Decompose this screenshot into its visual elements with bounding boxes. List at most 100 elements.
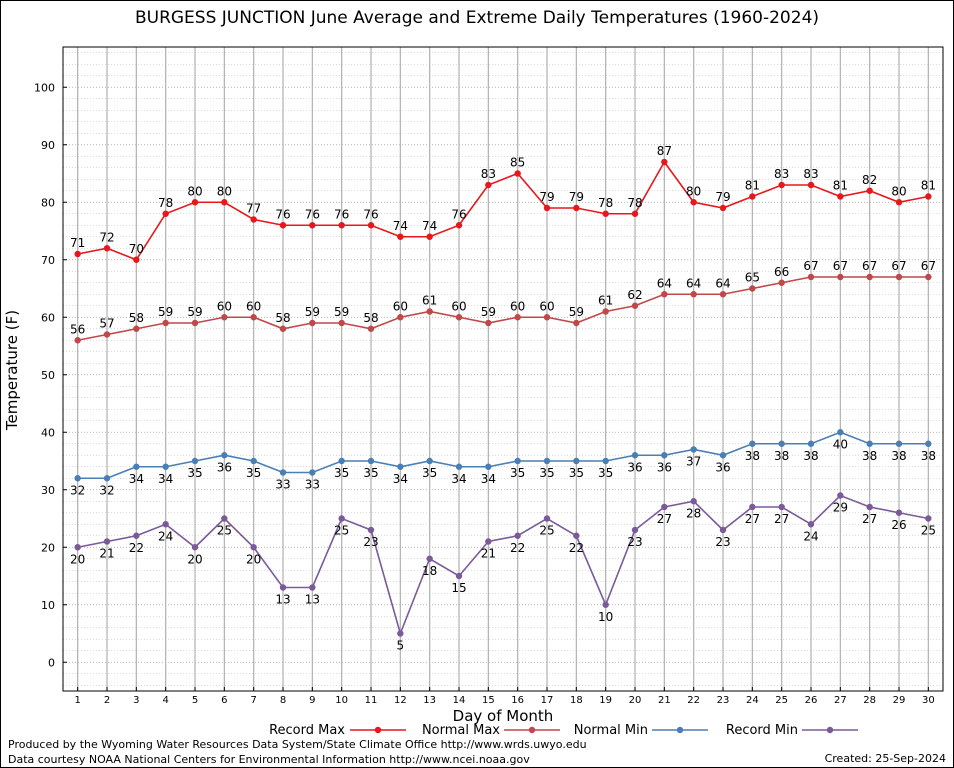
data-label: 56 xyxy=(70,322,85,336)
data-point xyxy=(191,544,199,551)
data-point xyxy=(778,440,785,447)
data-point xyxy=(895,509,903,516)
y-tick-label: 60 xyxy=(41,311,55,324)
data-point xyxy=(455,222,463,229)
data-point xyxy=(514,532,521,539)
legend-label: Record Min xyxy=(726,723,798,738)
y-tick-label: 50 xyxy=(41,369,55,382)
data-point xyxy=(191,319,199,327)
data-point xyxy=(103,538,111,545)
data-label: 59 xyxy=(569,305,584,319)
data-label: 72 xyxy=(99,230,114,244)
data-point xyxy=(719,452,727,459)
data-label: 22 xyxy=(510,541,525,555)
data-point xyxy=(279,222,287,229)
data-label: 40 xyxy=(833,437,848,451)
data-point xyxy=(485,181,492,189)
data-label: 36 xyxy=(217,460,232,474)
data-label: 74 xyxy=(422,219,437,233)
data-label: 26 xyxy=(891,518,906,532)
data-label: 82 xyxy=(862,173,877,187)
data-label: 35 xyxy=(422,466,437,480)
data-label: 67 xyxy=(833,259,848,273)
data-point xyxy=(74,337,81,344)
data-point xyxy=(807,181,815,189)
data-point xyxy=(602,308,609,315)
data-point xyxy=(397,233,404,240)
data-label: 27 xyxy=(774,512,789,526)
data-label: 58 xyxy=(363,311,378,325)
data-point xyxy=(573,204,580,212)
data-point xyxy=(749,503,756,511)
data-point xyxy=(133,256,140,263)
data-point xyxy=(778,503,785,511)
x-tick-label: 5 xyxy=(192,695,198,706)
data-label: 60 xyxy=(246,299,261,313)
data-label: 22 xyxy=(569,541,584,555)
data-point xyxy=(338,515,345,522)
y-tick-label: 10 xyxy=(41,599,55,612)
data-point xyxy=(778,279,785,286)
data-label: 67 xyxy=(803,259,818,273)
data-point xyxy=(895,440,903,447)
data-label: 23 xyxy=(363,535,378,549)
series-line xyxy=(77,431,929,480)
data-point xyxy=(367,457,375,465)
data-point xyxy=(455,463,463,470)
data-point xyxy=(338,222,345,229)
data-point xyxy=(690,199,697,206)
data-label: 59 xyxy=(158,305,173,319)
data-label: 76 xyxy=(451,207,466,221)
data-label: 22 xyxy=(129,541,144,555)
footer-line-1: Produced by the Wyoming Water Resources … xyxy=(8,738,587,751)
data-label: 59 xyxy=(305,305,320,319)
x-tick-label: 23 xyxy=(717,695,730,706)
chart-title: BURGESS JUNCTION June Average and Extrem… xyxy=(134,8,820,28)
data-point xyxy=(250,544,257,551)
data-label: 32 xyxy=(99,483,114,497)
data-label: 35 xyxy=(334,466,349,480)
data-point xyxy=(221,515,228,522)
data-label: 76 xyxy=(334,207,349,221)
data-label: 77 xyxy=(246,202,261,216)
data-point xyxy=(719,204,727,212)
data-point xyxy=(279,584,287,591)
data-point xyxy=(485,319,492,327)
data-point xyxy=(162,463,169,470)
data-label: 83 xyxy=(803,167,818,181)
data-label: 59 xyxy=(187,305,202,319)
data-label: 76 xyxy=(305,207,320,221)
data-label: 62 xyxy=(627,288,642,302)
legend-marker xyxy=(528,726,536,734)
data-point xyxy=(426,457,433,465)
y-tick-label: 90 xyxy=(41,139,55,152)
data-label: 35 xyxy=(187,466,202,480)
x-tick-label: 16 xyxy=(511,695,524,706)
data-point xyxy=(221,199,228,206)
data-point xyxy=(367,526,375,534)
data-label: 25 xyxy=(217,524,232,538)
data-point xyxy=(279,325,287,332)
data-label: 67 xyxy=(891,259,906,273)
data-label: 59 xyxy=(334,305,349,319)
data-point xyxy=(162,319,169,327)
data-point xyxy=(250,314,257,321)
x-tick-label: 13 xyxy=(423,695,436,706)
data-label: 35 xyxy=(510,466,525,480)
data-label: 38 xyxy=(862,449,877,463)
data-point xyxy=(866,273,873,281)
data-label: 27 xyxy=(862,512,877,526)
data-label: 74 xyxy=(393,219,408,233)
data-label: 10 xyxy=(598,610,613,624)
data-label: 67 xyxy=(862,259,877,273)
data-label: 38 xyxy=(774,449,789,463)
data-point xyxy=(895,199,903,206)
data-point xyxy=(925,515,932,522)
data-label: 13 xyxy=(305,593,320,607)
data-label: 25 xyxy=(539,524,554,538)
data-point xyxy=(749,440,756,447)
data-label: 64 xyxy=(686,276,701,290)
data-point xyxy=(338,457,345,465)
data-label: 81 xyxy=(921,179,936,193)
